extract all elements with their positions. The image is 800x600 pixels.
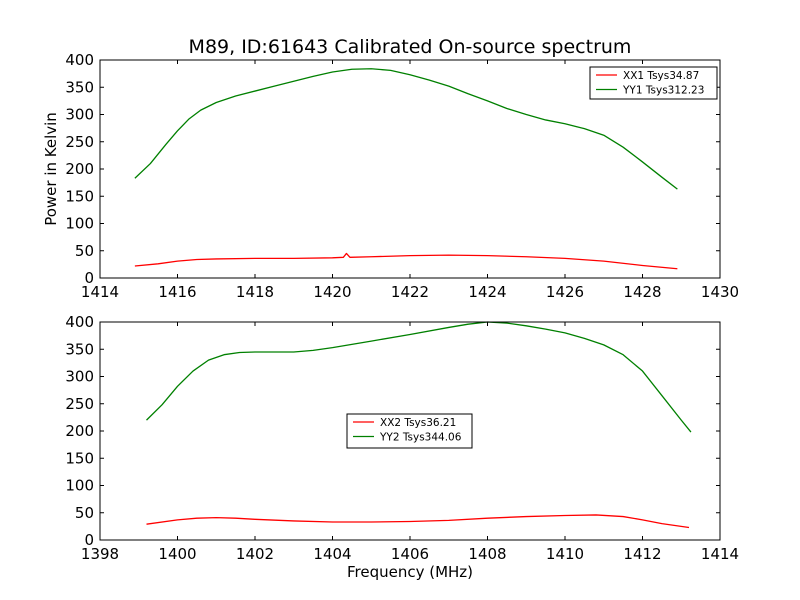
x-tick-label: 1404 (313, 545, 351, 563)
chart-title: M89, ID:61643 Calibrated On-source spect… (189, 36, 632, 58)
y-tick-label: 250 (65, 395, 94, 413)
x-tick-label: 1424 (468, 283, 506, 301)
series-line-yy2 (146, 321, 692, 433)
y-tick-label: 400 (65, 313, 94, 331)
x-tick-label: 1416 (158, 283, 196, 301)
legend-entry: YY2 Tsys344.06 (379, 432, 462, 444)
x-tick-label: 1414 (81, 283, 119, 301)
legend: XX1 Tsys34.87 YY1 Tsys312.23 (589, 66, 718, 100)
x-tick-label: 1428 (623, 283, 661, 301)
y-tick-label: 0 (84, 531, 94, 549)
y-tick-label: 50 (75, 504, 94, 522)
x-tick-label: 1420 (313, 283, 351, 301)
x-tick-label: 1400 (158, 545, 196, 563)
series-line-yy1 (134, 68, 678, 190)
x-axis-label: Frequency (MHz) (347, 563, 473, 581)
x-tick-label: 1406 (391, 545, 429, 563)
x-tick-label: 1422 (391, 283, 429, 301)
series-line-xx2 (146, 514, 690, 529)
y-tick-label: 350 (65, 78, 94, 96)
legend-box (346, 413, 473, 449)
legend-entry: XX1 Tsys34.87 (623, 70, 699, 82)
x-tick-label: 1418 (236, 283, 274, 301)
y-tick-label: 350 (65, 340, 94, 358)
x-tick-label: 1408 (468, 545, 506, 563)
x-tick-label: 1402 (236, 545, 274, 563)
y-tick-label: 0 (84, 269, 94, 287)
legend-entry: XX2 Tsys36.21 (380, 417, 456, 429)
x-tick-label: 1426 (546, 283, 584, 301)
x-tick-label: 1398 (81, 545, 119, 563)
x-tick-label: 1412 (623, 545, 661, 563)
y-tick-label: 400 (65, 51, 94, 69)
y-tick-label: 200 (65, 422, 94, 440)
y-tick-label: 300 (65, 106, 94, 124)
legend-entry: YY1 Tsys312.23 (622, 85, 704, 97)
x-tick-label: 1414 (701, 545, 739, 563)
y-axis-label: Power in Kelvin (42, 112, 60, 226)
y-tick-label: 200 (65, 160, 94, 178)
y-tick-label: 300 (65, 368, 94, 386)
y-tick-label: 100 (65, 215, 94, 233)
y-tick-label: 100 (65, 477, 94, 495)
legend: XX2 Tsys36.21 YY2 Tsys344.06 (346, 413, 473, 449)
x-tick-label: 1430 (701, 283, 739, 301)
y-tick-label: 250 (65, 133, 94, 151)
bottom-plot-panel: 1398 1400 1402 1404 1406 1408 1410 1412 1414 0 50 1… (65, 313, 739, 563)
y-tick-label: 50 (75, 242, 94, 260)
legend-box (589, 66, 718, 100)
series-line-xx1 (134, 252, 678, 270)
y-tick-label: 150 (65, 187, 94, 205)
y-tick-label: 150 (65, 449, 94, 467)
top-plot-panel: 1414 1416 1418 1420 1422 1424 1426 1428 1430 0 50 1… (65, 51, 739, 301)
x-tick-label: 1410 (546, 545, 584, 563)
